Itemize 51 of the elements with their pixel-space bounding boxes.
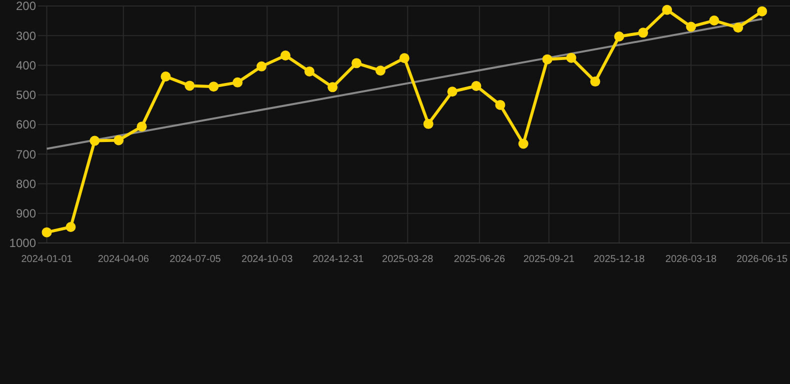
point [709,16,720,26]
point [638,28,648,38]
point [352,58,362,68]
x-tick-label: 2025-09-21 [523,254,575,265]
x-tick-label: 2026-06-15 [736,254,788,265]
x-tick-label: 2024-10-03 [242,254,294,265]
point [328,82,338,92]
point [304,66,314,76]
y-tick-label: 900 [16,206,36,221]
point [90,136,100,146]
y-tick-label: 300 [16,28,36,43]
point [136,122,147,132]
x-tick-label: 2025-12-18 [594,254,646,265]
point [114,135,124,146]
point [375,66,386,76]
point [42,227,52,238]
point [733,22,744,33]
y-tick-label: 700 [16,147,36,162]
x-tick-label: 2024-07-05 [170,254,222,265]
y-tick-label: 600 [16,118,36,132]
point [757,6,768,16]
point [518,138,528,149]
point [184,80,195,91]
y-tick-label: 500 [16,88,36,102]
point [66,222,76,232]
x-tick-label: 2024-01-01 [21,254,73,265]
x-tick-label: 2024-04-06 [98,254,150,265]
point [542,54,552,64]
point [471,80,482,91]
y-tick-label: 200 [16,0,36,14]
x-tick-label: 2025-03-28 [382,254,434,265]
point [208,82,219,92]
point [280,50,290,60]
point [447,86,458,97]
point [495,100,506,110]
point [662,4,672,15]
point [590,76,600,87]
point [423,118,434,129]
y-tick-label: 1000 [9,236,36,250]
point [256,61,267,72]
point [232,77,243,88]
point [686,22,696,32]
point [566,52,576,63]
y-tick-label: 400 [16,58,36,72]
y-tick-label: 800 [16,176,36,191]
x-tick-label: 2025-06-26 [454,254,506,265]
point [614,32,624,42]
point [399,53,410,64]
x-tick-label: 2024-12-31 [312,254,364,265]
point [160,72,171,82]
x-tick-label: 2026-03-18 [665,254,718,265]
